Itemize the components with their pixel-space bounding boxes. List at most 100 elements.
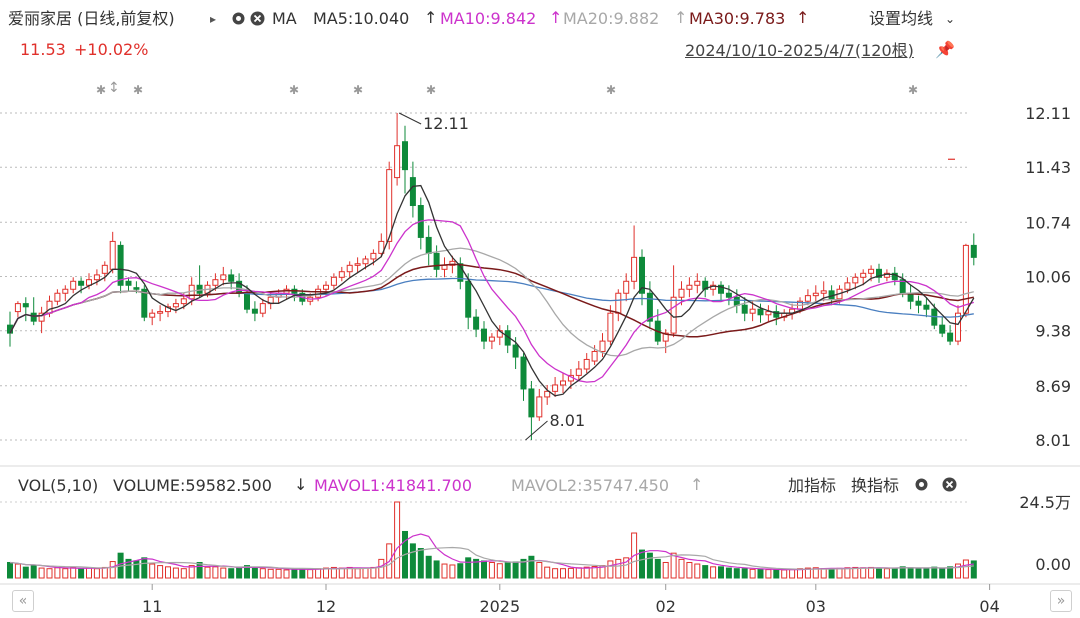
event-marker-icon[interactable]: ✱ xyxy=(606,83,617,97)
volume-bar xyxy=(30,565,37,579)
mavol2-value: MAVOL2:35747.450 xyxy=(511,476,669,495)
chevron-down-icon[interactable]: ⌄ xyxy=(945,12,956,26)
close-icon[interactable] xyxy=(250,11,265,26)
pin-icon[interactable]: 📌 xyxy=(935,40,955,59)
event-marker-icon[interactable]: ✱ xyxy=(353,83,364,97)
candle-body xyxy=(646,292,653,322)
triangle-right-icon[interactable]: ▸ xyxy=(210,12,217,26)
price-tick-label: 8.01 xyxy=(1035,431,1071,450)
candle-body xyxy=(639,256,645,294)
close-icon[interactable] xyxy=(942,477,957,492)
volume-bar xyxy=(236,566,243,579)
volume-value: VOLUME:59582.500 xyxy=(113,476,272,495)
candle-body xyxy=(718,284,724,294)
event-marker-icon[interactable]: ✱ xyxy=(96,83,107,97)
candle-body xyxy=(378,240,385,254)
event-marker-icon[interactable]: ✱ xyxy=(289,83,300,97)
date-range[interactable]: 2024/10/10-2025/4/7(120根) xyxy=(685,41,914,60)
volume-bar xyxy=(394,501,401,579)
volume-bar xyxy=(512,561,519,579)
volume-bar xyxy=(962,559,969,579)
volume-bar xyxy=(646,552,653,579)
candle-body xyxy=(773,311,780,318)
candle-body xyxy=(180,298,187,305)
mavol1-value: MAVOL1:41841.700 xyxy=(314,476,472,495)
event-marker-icon[interactable]: ✱ xyxy=(133,83,144,97)
volume-tick-label: 0.00 xyxy=(1035,555,1071,574)
scroll-left-button[interactable]: « xyxy=(12,590,34,612)
volume-bar xyxy=(196,561,203,579)
candle-body xyxy=(259,303,266,314)
volume-bar xyxy=(702,565,709,579)
annotation-label: 12.11 xyxy=(423,114,469,133)
volume-bar xyxy=(876,567,882,579)
candle-body xyxy=(149,312,156,318)
candle-body xyxy=(544,390,551,398)
ma20-value: MA20:9.882 xyxy=(563,9,660,28)
volume-arrow-down-icon: ↓ xyxy=(294,475,308,494)
volume-bar xyxy=(409,543,416,579)
volume-bar xyxy=(481,560,487,579)
add-indicator-button[interactable]: 加指标 xyxy=(788,476,837,495)
candle-body xyxy=(62,288,69,294)
volume-bar xyxy=(78,568,85,579)
candle-body xyxy=(346,264,353,273)
event-marker-icon[interactable]: ✱ xyxy=(908,83,919,97)
volume-bar xyxy=(528,555,535,579)
candle-body xyxy=(583,358,590,370)
candle-body xyxy=(172,303,179,308)
split-marker-icon[interactable]: ↕ xyxy=(108,80,120,96)
gear-icon[interactable] xyxy=(914,477,929,492)
volume-bar xyxy=(425,555,432,579)
candle-body xyxy=(338,271,345,278)
candle-body xyxy=(733,296,740,306)
volume-bar xyxy=(883,568,890,579)
volume-bar xyxy=(560,568,566,579)
candle-body xyxy=(244,292,250,310)
volume-bar xyxy=(615,558,622,579)
candle-body xyxy=(552,384,559,392)
volume-bar xyxy=(710,566,717,579)
price-tick-label: 10.06 xyxy=(1025,268,1071,287)
candle-body xyxy=(694,280,701,286)
volume-bar xyxy=(86,567,92,579)
volume-bar xyxy=(125,558,132,579)
candle-body xyxy=(323,284,329,290)
volume-bar xyxy=(291,568,298,579)
volume-bar xyxy=(765,569,772,579)
volume-bar xyxy=(670,552,677,579)
event-marker-icon[interactable]: ✱ xyxy=(426,83,437,97)
candle-body xyxy=(607,312,614,342)
candle-body xyxy=(38,312,45,322)
gear-icon[interactable] xyxy=(231,11,246,26)
candle-body xyxy=(109,240,116,270)
candle-body xyxy=(575,368,582,376)
vol-label: VOL(5,10) xyxy=(18,476,99,495)
candle-body xyxy=(844,282,851,290)
volume-bar xyxy=(567,567,574,579)
candle-body xyxy=(615,292,622,314)
volume-bar xyxy=(544,566,551,579)
volume-bar xyxy=(623,557,630,579)
volume-bar xyxy=(38,567,45,579)
volume-bar xyxy=(915,568,922,579)
scroll-right-button[interactable]: » xyxy=(1050,590,1072,612)
volume-bar xyxy=(773,569,780,579)
volume-bar xyxy=(449,564,456,579)
candle-body xyxy=(812,292,819,297)
volume-bar xyxy=(899,566,906,579)
candle-body xyxy=(125,280,132,286)
ma-settings-button[interactable]: 设置均线 xyxy=(869,9,934,28)
volume-bar xyxy=(433,560,440,579)
candle-body xyxy=(749,308,756,314)
switch-indicator-button[interactable]: 换指标 xyxy=(851,476,900,495)
volume-bar xyxy=(188,565,195,579)
candle-body xyxy=(520,356,527,390)
candle-body xyxy=(939,324,946,334)
candle-body xyxy=(623,280,630,294)
ma30-arrow-up-icon: ↑ xyxy=(796,8,810,27)
price-tick-label: 9.38 xyxy=(1035,322,1071,341)
candle-body xyxy=(251,308,258,314)
volume-bar xyxy=(149,563,156,579)
